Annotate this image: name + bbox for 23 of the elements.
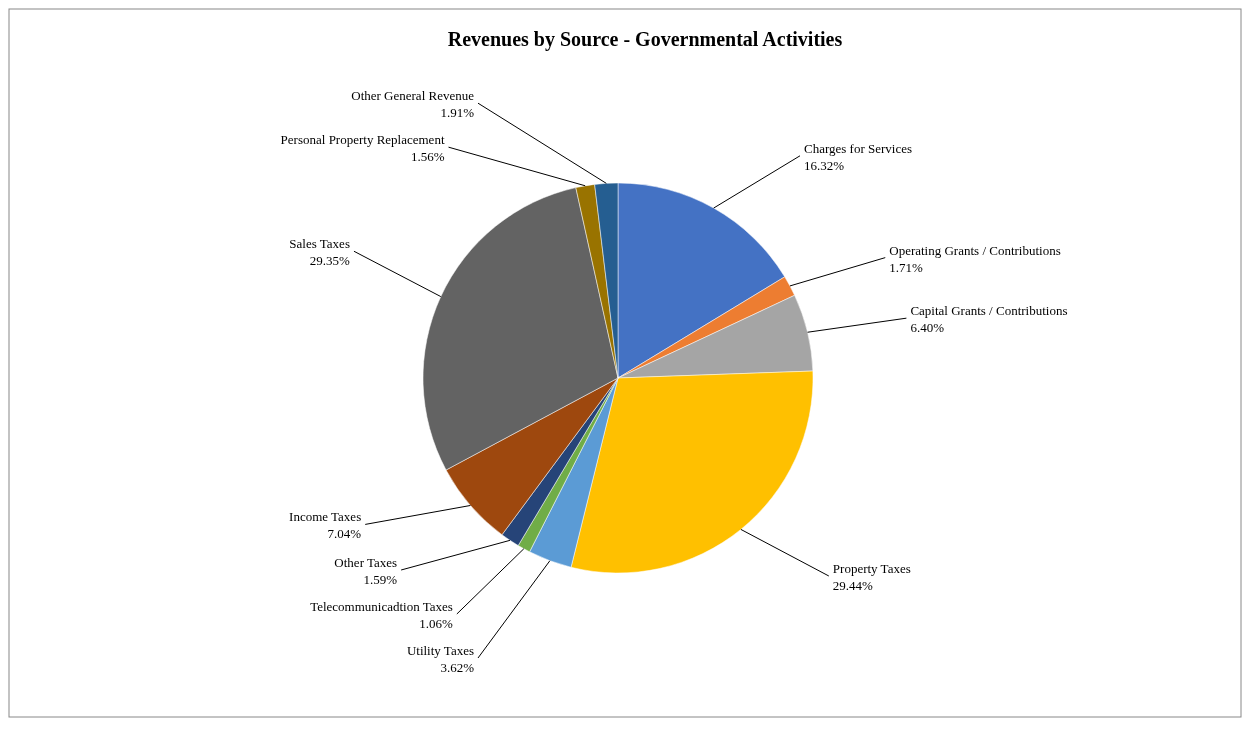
- slice-label: Capital Grants / Contributions: [910, 303, 1068, 319]
- data-label: 3.62%: [440, 660, 475, 675]
- slice-label: Telecommunicadtion Taxes: [310, 599, 453, 614]
- data-label: 29.35%: [309, 253, 351, 269]
- slice-label: Other General Revenue: [351, 88, 475, 104]
- data-label: 29.44%: [832, 578, 874, 593]
- slice-label: Property Taxes: [832, 561, 911, 576]
- data-label: 1.56%: [410, 149, 445, 165]
- data-label: 7.04%: [327, 526, 362, 542]
- data-label: 16.32%: [804, 157, 845, 173]
- slice-label: Utility Taxes: [406, 643, 474, 658]
- data-label: 1.06%: [419, 616, 453, 631]
- chart-title: Revenues by Source - Governmental Activities: [447, 28, 843, 51]
- data-label: 1.91%: [440, 105, 475, 121]
- slice-label: Charges for Services: [804, 140, 913, 156]
- data-label: 1.59%: [363, 572, 398, 587]
- slice-label: Sales Taxes: [289, 236, 350, 252]
- slice-label: Personal Property Replacement: [280, 132, 445, 148]
- slice-label: Other Taxes: [334, 555, 398, 570]
- slice-label: Operating Grants / Contributions: [889, 242, 1061, 258]
- data-label: 6.40%: [910, 320, 945, 336]
- slice-label: Income Taxes: [289, 509, 362, 525]
- data-label: 1.71%: [889, 259, 923, 275]
